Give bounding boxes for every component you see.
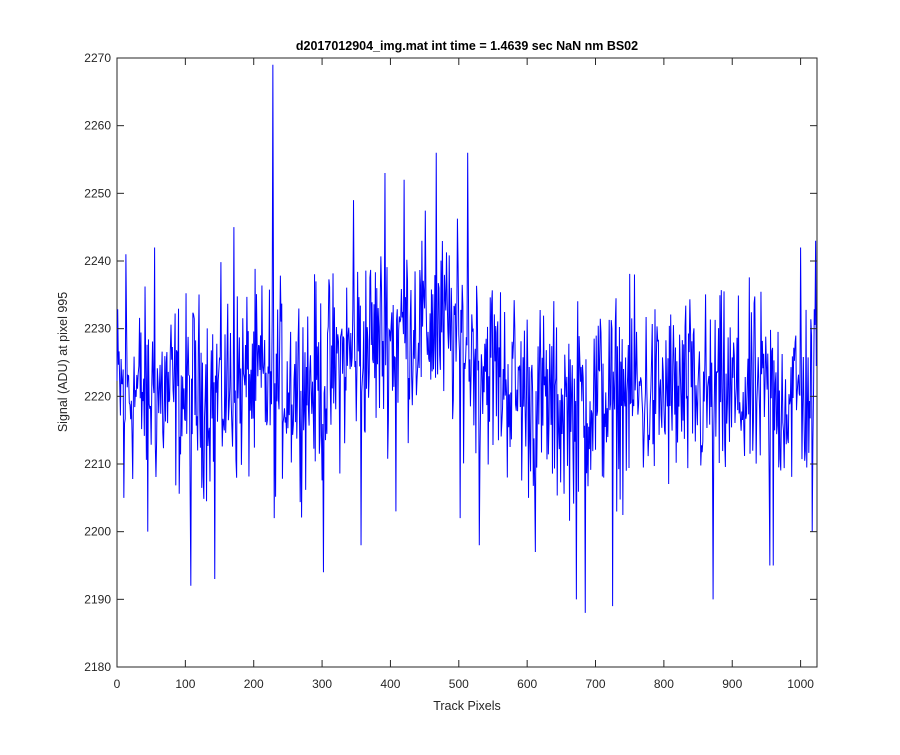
y-tick-label: 2270 <box>84 51 111 65</box>
x-tick-label: 0 <box>114 677 121 691</box>
y-tick-label: 2200 <box>84 525 111 539</box>
y-axis: 2180 2190 2200 2210 2220 2230 2240 2250 2260 2270 <box>84 51 817 674</box>
x-tick-label: 400 <box>380 677 400 691</box>
plot-area <box>116 57 818 668</box>
x-axis: 0 100 200 300 400 500 600 700 800 900 1000 <box>114 58 814 691</box>
x-tick-label: 300 <box>312 677 332 691</box>
y-tick-label: 2220 <box>84 389 111 403</box>
x-axis-label: Track Pixels <box>433 699 501 713</box>
axes-box <box>116 57 818 668</box>
y-tick-label: 2190 <box>84 592 111 606</box>
x-tick-label: 500 <box>449 677 469 691</box>
y-tick-label: 2260 <box>84 119 111 133</box>
y-tick-label: 2180 <box>84 660 111 674</box>
y-tick-label: 2210 <box>84 457 111 471</box>
x-tick-label: 900 <box>722 677 742 691</box>
x-tick-label: 800 <box>654 677 674 691</box>
x-tick-label: 600 <box>517 677 537 691</box>
x-tick-label: 1000 <box>787 677 814 691</box>
chart-title: d2017012904_img.mat int time = 1.4639 se… <box>296 39 638 53</box>
y-tick-label: 2230 <box>84 322 111 336</box>
x-tick-label: 100 <box>175 677 195 691</box>
x-tick-label: 200 <box>244 677 264 691</box>
series-line-0 <box>116 64 817 613</box>
y-tick-label: 2250 <box>84 186 111 200</box>
y-axis-label: Signal (ADU) at pixel 995 <box>56 292 70 432</box>
x-tick-label: 700 <box>586 677 606 691</box>
y-tick-label: 2240 <box>84 254 111 268</box>
